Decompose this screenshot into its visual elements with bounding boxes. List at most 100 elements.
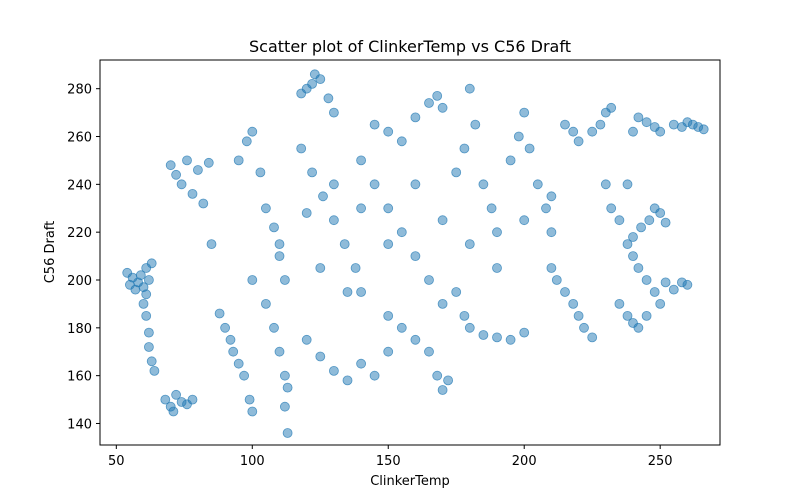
data-point (396, 322, 407, 333)
data-point (356, 287, 367, 297)
data-point (171, 169, 182, 180)
data-point (247, 406, 258, 417)
data-point (182, 155, 192, 166)
data-point (492, 263, 502, 273)
data-point (606, 203, 617, 214)
plot-frame (99, 59, 721, 446)
data-point (323, 93, 334, 104)
data-point (464, 322, 475, 333)
data-point (668, 284, 679, 295)
data-point (513, 131, 524, 142)
data-point (149, 365, 160, 376)
y-tick-label: 200 (67, 274, 92, 289)
data-point (424, 98, 434, 108)
data-point (486, 203, 497, 214)
data-point (568, 298, 579, 309)
data-point (633, 322, 644, 333)
data-point (165, 160, 176, 171)
data-point (546, 263, 557, 273)
data-point (279, 275, 290, 285)
data-point (451, 287, 462, 297)
data-point (192, 165, 203, 175)
data-point (560, 287, 570, 297)
data-point (668, 119, 679, 130)
data-point (187, 394, 198, 405)
data-point (160, 394, 171, 405)
data-point (296, 143, 307, 154)
data-point (315, 351, 326, 362)
data-point (519, 107, 530, 118)
data-point (203, 157, 214, 168)
data-point (143, 275, 154, 285)
data-point (274, 346, 285, 357)
data-point (614, 215, 625, 226)
data-point (135, 270, 146, 281)
data-point (595, 119, 606, 130)
data-point (356, 155, 367, 166)
data-point (255, 167, 266, 178)
data-point (614, 298, 625, 309)
x-tick-label: 50 (108, 454, 125, 469)
x-axis-label: ClinkerTemp (370, 474, 450, 489)
data-point (146, 356, 157, 367)
data-point (579, 322, 589, 333)
y-tick-label: 280 (67, 83, 92, 98)
data-point (328, 107, 339, 118)
data-point (546, 227, 557, 238)
data-point (492, 332, 502, 343)
data-point (649, 287, 660, 297)
data-point (279, 370, 290, 381)
data-point (369, 370, 380, 381)
data-point (470, 119, 481, 130)
data-point (459, 143, 470, 154)
data-point (532, 179, 543, 190)
data-point (274, 239, 285, 250)
data-point (560, 119, 570, 130)
y-tick-label: 140 (67, 417, 92, 432)
data-point (356, 358, 367, 369)
data-point (342, 375, 353, 386)
y-tick-label: 180 (67, 322, 92, 337)
data-point (247, 126, 258, 137)
data-point (315, 74, 326, 84)
y-tick-label: 220 (67, 226, 92, 241)
data-point (505, 334, 516, 345)
data-point (437, 215, 448, 226)
y-tick-label: 160 (67, 370, 92, 385)
data-point (383, 126, 394, 137)
data-point (301, 334, 312, 345)
data-point (274, 251, 285, 262)
data-point (143, 342, 154, 352)
data-point (644, 215, 655, 226)
data-point (622, 239, 633, 250)
points-layer (122, 69, 709, 438)
data-point (307, 79, 318, 89)
data-point (633, 112, 644, 123)
data-point (301, 208, 312, 218)
data-point (410, 334, 421, 345)
data-point (244, 394, 255, 405)
data-point (551, 275, 562, 285)
data-point (241, 136, 252, 147)
data-point (636, 222, 646, 233)
data-point (587, 332, 598, 343)
data-point (233, 155, 244, 166)
data-point (655, 126, 666, 137)
data-point (328, 365, 339, 376)
data-point (369, 179, 380, 190)
data-point (206, 239, 217, 250)
y-axis-ticks: 140 160 180 200 220 240 260 280 (67, 83, 100, 432)
data-point (655, 208, 666, 218)
data-point (519, 215, 530, 226)
data-point (410, 251, 421, 262)
data-point (369, 119, 380, 130)
data-point (568, 126, 579, 137)
data-point (146, 258, 157, 269)
data-point (220, 322, 231, 333)
data-point (187, 188, 198, 199)
data-point (628, 251, 638, 262)
data-point (682, 279, 693, 290)
data-point (633, 263, 644, 273)
